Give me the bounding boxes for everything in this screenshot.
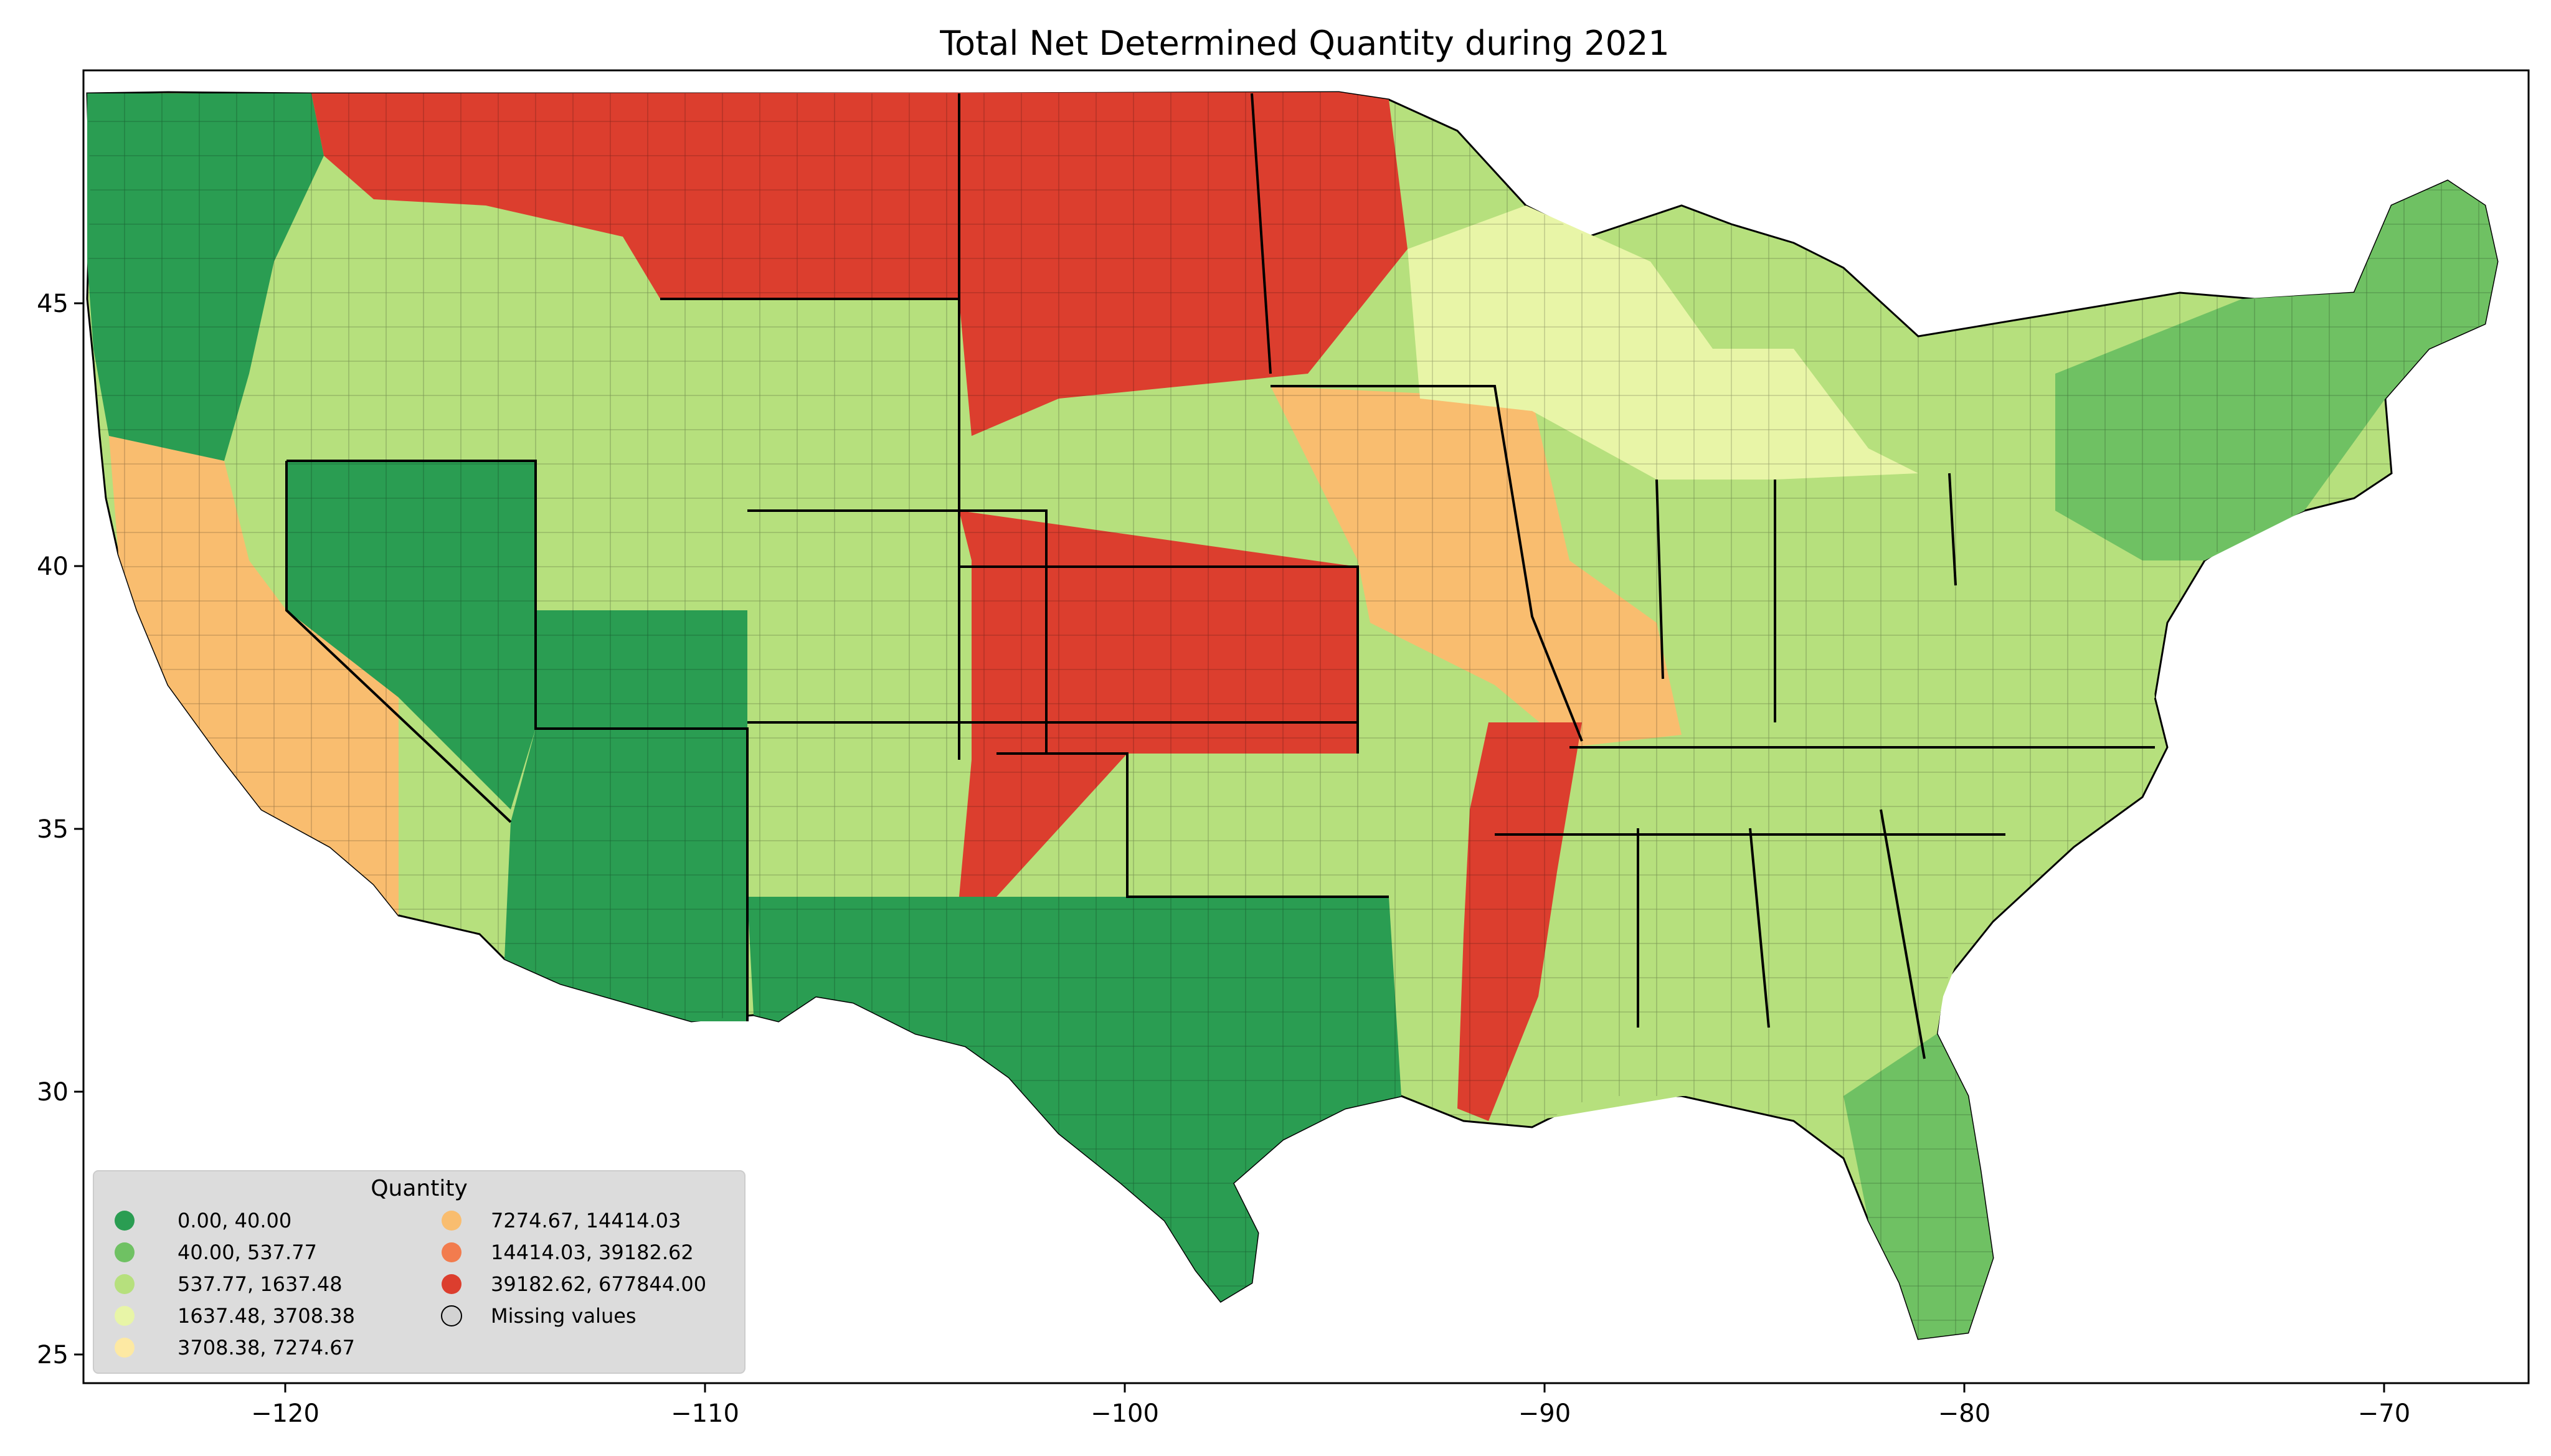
region-appalachia <box>1682 473 2155 834</box>
legend-swatch <box>115 1211 135 1231</box>
legend-label: Missing values <box>491 1304 637 1328</box>
legend-swatch <box>115 1274 135 1294</box>
region-pacific-northwest <box>87 93 324 473</box>
region-northeast <box>2055 181 2497 560</box>
legend-swatch <box>441 1305 462 1326</box>
y-axis: 45 40 35 30 25 <box>37 290 83 1369</box>
legend-label: 7274.67, 14414.03 <box>491 1209 681 1232</box>
region-southwest <box>504 610 747 1021</box>
legend-label: 3708.38, 7274.67 <box>177 1336 355 1359</box>
x-tick-label: −110 <box>671 1399 739 1428</box>
region-florida <box>1843 1034 1993 1339</box>
legend-swatch <box>442 1242 461 1262</box>
legend-label: 1637.48, 3708.38 <box>177 1304 355 1328</box>
legend-box <box>93 1170 745 1374</box>
region-southeast <box>1495 834 2005 1121</box>
region-mississippi-delta <box>1457 722 1582 1121</box>
x-tick-label: −100 <box>1091 1399 1159 1428</box>
map-title: Total Net Determined Quantity during 202… <box>939 24 1670 63</box>
legend-swatch <box>442 1211 461 1231</box>
x-axis: −120 −110 −100 −90 −80 −70 <box>251 1383 2410 1428</box>
map-content <box>86 91 2499 1340</box>
x-tick-label: −80 <box>1938 1399 1990 1428</box>
region-california <box>109 436 399 915</box>
legend-label: 40.00, 537.77 <box>177 1241 317 1264</box>
legend-swatch <box>115 1306 135 1326</box>
x-tick-label: −90 <box>1518 1399 1571 1428</box>
y-tick-label: 30 <box>37 1078 69 1107</box>
y-tick-label: 25 <box>37 1341 69 1369</box>
x-tick-label: −70 <box>2358 1399 2410 1428</box>
legend-label: 537.77, 1637.48 <box>177 1272 343 1296</box>
legend-label: 0.00, 40.00 <box>177 1209 291 1232</box>
region-northern-plains <box>311 92 1408 436</box>
region-texas-gulf <box>747 897 1401 1302</box>
y-tick-label: 45 <box>37 290 69 318</box>
legend-title: Quantity <box>371 1176 468 1201</box>
region-fills <box>87 92 2497 1339</box>
region-great-lakes <box>1408 206 1918 480</box>
legend: Quantity 0.00, 40.00 40.00, 537.77 537.77,… <box>93 1170 745 1374</box>
y-tick-label: 35 <box>37 815 69 844</box>
region-great-basin <box>286 461 536 810</box>
state-borders <box>285 93 2155 1059</box>
legend-swatch <box>115 1242 135 1262</box>
legend-label: 14414.03, 39182.62 <box>491 1241 694 1264</box>
legend-swatch <box>442 1274 461 1294</box>
region-midwest <box>1271 386 1682 747</box>
x-tick-label: −120 <box>251 1399 319 1428</box>
legend-swatch <box>115 1338 135 1358</box>
legend-label: 39182.62, 677844.00 <box>491 1272 706 1296</box>
y-tick-label: 40 <box>37 552 69 581</box>
region-central-plains <box>959 511 1358 971</box>
